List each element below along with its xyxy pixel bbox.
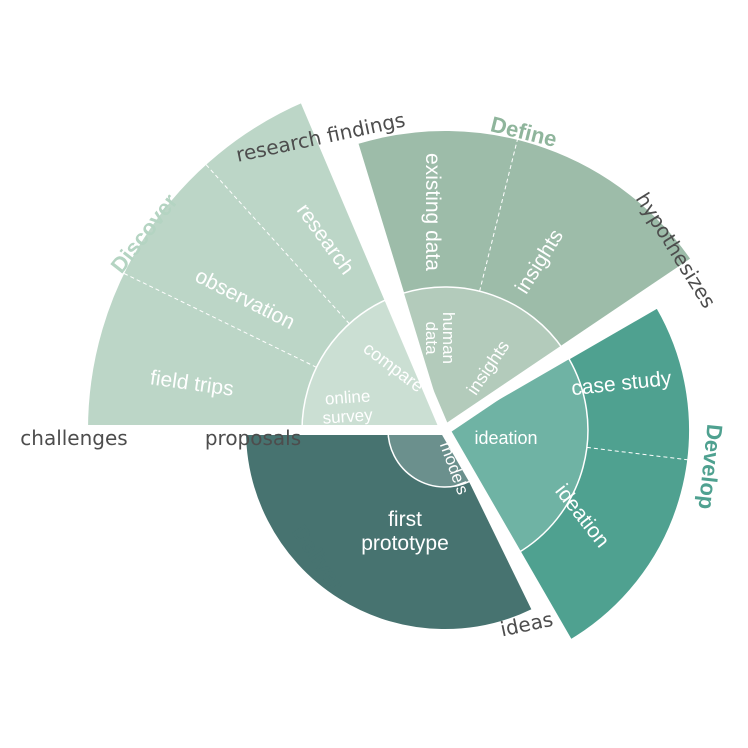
divider-discover-1 — [205, 163, 350, 325]
inner-discover — [301, 297, 447, 431]
segment-label-first-prototype-line2: prototype — [361, 532, 449, 555]
inner-label-human-data-line2: data — [422, 321, 441, 355]
segment-label-first-prototype-line1: first — [388, 508, 422, 531]
segment-shapes — [75, 87, 748, 748]
divider-define-0 — [479, 138, 519, 292]
divider-discover-0 — [123, 272, 317, 368]
inner-define — [402, 286, 565, 432]
boundary-label-challenges: challenges — [20, 426, 127, 450]
inner-label-human-data-line1: human — [439, 312, 458, 364]
inner-label-online-survey-line2: survey — [322, 405, 374, 427]
phase-label-develop: Develop — [694, 423, 728, 511]
inner-label-ideation: ideation — [474, 428, 537, 448]
divider-develop-0 — [586, 446, 689, 461]
phase-separator-0 — [295, 87, 450, 432]
segment-label-existing-data: existing data — [421, 153, 444, 271]
phase-separator-2 — [440, 427, 635, 748]
inner-develop — [443, 357, 589, 555]
boundary-label-proposals: proposals — [205, 426, 301, 450]
phase-separator-1 — [442, 219, 748, 435]
inner-label-online-survey-line1: online — [324, 386, 371, 408]
